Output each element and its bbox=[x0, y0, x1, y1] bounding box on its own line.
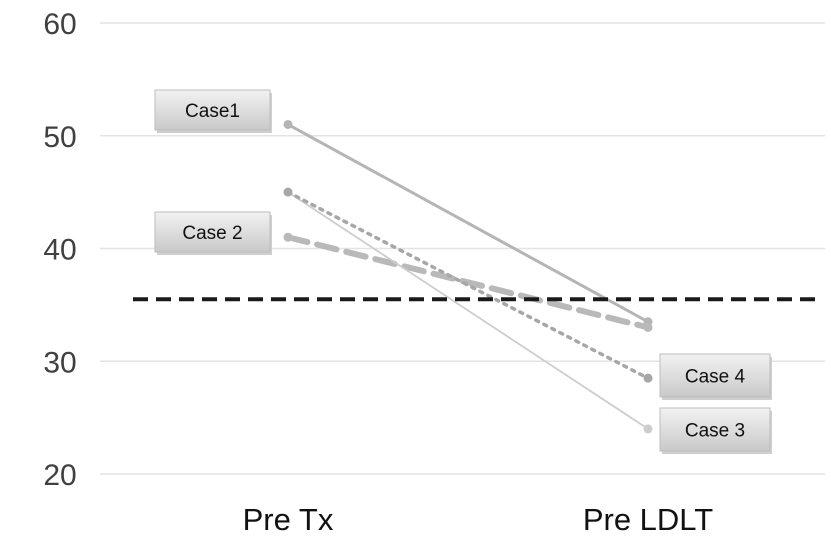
case-label-text: Case 4 bbox=[685, 367, 746, 388]
data-point bbox=[283, 232, 293, 242]
data-point bbox=[283, 119, 293, 129]
y-tick-label: 50 bbox=[43, 121, 76, 154]
x-tick-label: Pre Tx bbox=[243, 502, 334, 537]
case-label-box bbox=[154, 211, 271, 253]
case-label: Case 4 bbox=[659, 353, 772, 400]
case-label: Case1 bbox=[154, 89, 272, 133]
case-label-box bbox=[659, 353, 771, 398]
case-label-box bbox=[154, 89, 271, 131]
x-tick-label: Pre LDLT bbox=[583, 502, 713, 537]
series-line bbox=[285, 234, 651, 331]
series-line bbox=[286, 122, 650, 324]
series-lines bbox=[283, 119, 653, 434]
y-tick-label: 30 bbox=[43, 346, 76, 379]
data-point bbox=[643, 424, 653, 434]
case-label-text: Case 2 bbox=[182, 223, 242, 244]
case-label: Case 3 bbox=[659, 407, 772, 454]
y-tick-label: 40 bbox=[43, 234, 76, 267]
x-axis-ticks: Pre Tx Pre LDLT bbox=[243, 502, 714, 537]
y-axis-ticks: 20 30 40 50 60 bbox=[43, 8, 76, 492]
series-line bbox=[287, 191, 649, 430]
data-point bbox=[643, 373, 653, 383]
series-2 bbox=[283, 232, 653, 332]
case-label-text: Case1 bbox=[185, 101, 240, 122]
y-tick-label: 20 bbox=[43, 459, 76, 492]
series-line bbox=[286, 190, 650, 380]
series-4 bbox=[283, 187, 653, 383]
case-label-text: Case 3 bbox=[685, 421, 745, 442]
y-tick-label: 60 bbox=[43, 8, 76, 41]
data-point bbox=[643, 322, 653, 332]
case-label: Case 2 bbox=[154, 211, 272, 255]
series-1 bbox=[283, 119, 653, 327]
case-label-box bbox=[659, 407, 771, 452]
data-point bbox=[283, 187, 293, 197]
case-labels: Case1 Case 2 Case 4 Case 3 bbox=[154, 89, 772, 454]
